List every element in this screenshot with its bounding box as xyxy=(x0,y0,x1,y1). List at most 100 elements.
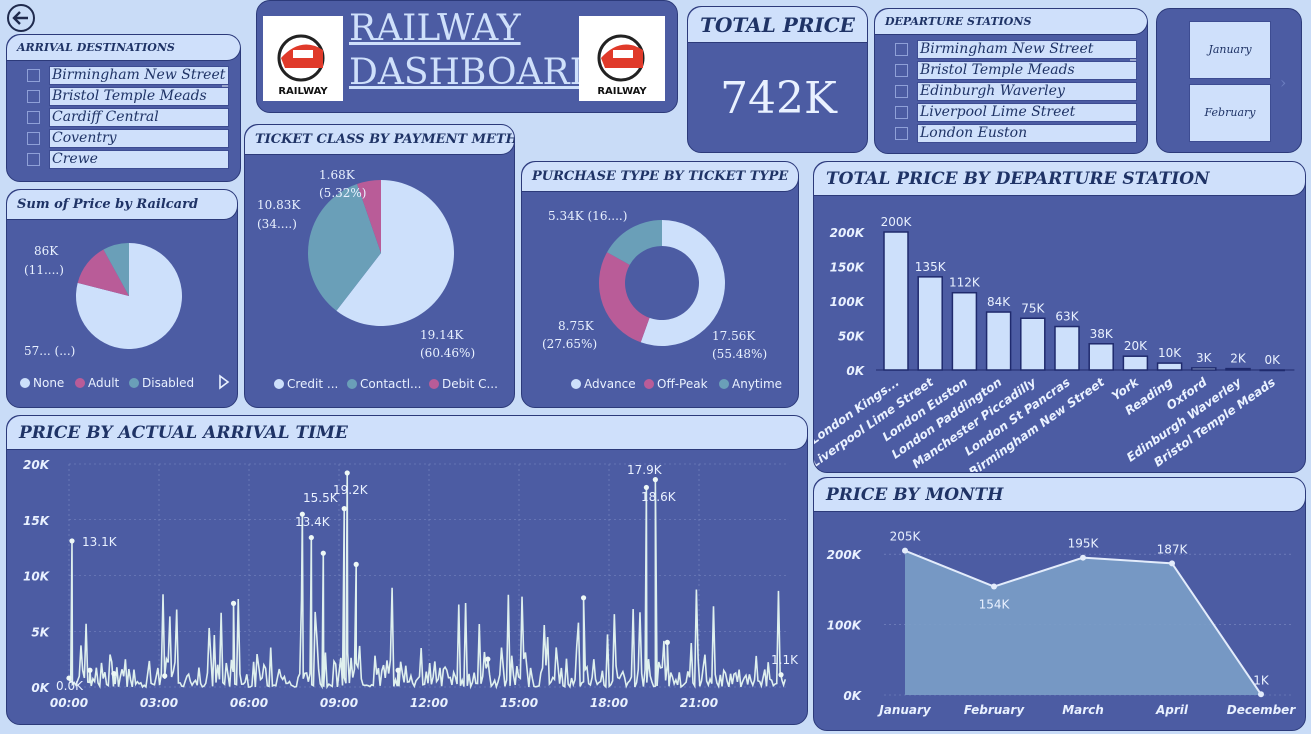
slicer-item[interactable]: Bristol Temple Meads xyxy=(49,87,229,106)
legend-marker xyxy=(719,379,729,389)
bar-data-label: 63K xyxy=(1055,310,1079,324)
total-price-card: TOTAL PRICE 742K xyxy=(687,6,868,153)
x-tick-label: 03:00 xyxy=(140,696,178,710)
bar-data-label: 135K xyxy=(915,260,947,274)
departure-stations-slicer: DEPARTURE STATIONS Birmingham New Street… xyxy=(874,8,1148,154)
legend-marker xyxy=(429,379,439,389)
price-line xyxy=(68,472,787,690)
data-point xyxy=(66,675,72,681)
checkbox[interactable] xyxy=(895,43,908,56)
y-tick-label: 5K xyxy=(31,625,50,639)
bar-data-label: 112K xyxy=(949,276,981,290)
slicer-item[interactable]: Birmingham New Street xyxy=(917,40,1137,59)
y-tick-label: 200K xyxy=(830,226,866,240)
x-category-label: April xyxy=(1155,703,1189,717)
legend-marker xyxy=(571,379,581,389)
legend-label: Debit C... xyxy=(442,377,498,391)
pie-label: (60.46%) xyxy=(420,346,475,360)
line-data-label: 17.9K xyxy=(627,463,663,477)
legend-marker xyxy=(274,379,284,389)
bar xyxy=(917,276,943,371)
legend-label: Anytime xyxy=(732,377,782,391)
data-point xyxy=(664,639,670,645)
checkbox[interactable] xyxy=(27,90,40,103)
data-point xyxy=(111,671,117,677)
data-point xyxy=(395,667,401,673)
checkbox[interactable] xyxy=(895,85,908,98)
total-price-title: TOTAL PRICE xyxy=(688,7,867,43)
pie-label: 5.34K (16....) xyxy=(548,209,627,223)
price-by-month-card: PRICE BY MONTH 200K 100K 0K 205K January 154K… xyxy=(813,477,1306,731)
arrival-time-line-card: PRICE BY ACTUAL ARRIVAL TIME 20K 15K 10K 5K… xyxy=(6,415,808,725)
area-data-label: 154K xyxy=(979,598,1011,612)
month-slicer: January February › xyxy=(1156,8,1302,153)
checkbox[interactable] xyxy=(27,111,40,124)
slicer-item[interactable]: Liverpool Lime Street xyxy=(917,103,1137,122)
slicer-item[interactable]: Birmingham New Street xyxy=(49,66,229,85)
data-point xyxy=(778,672,784,678)
ticket-class-pie-chart: 1.68K (5.32%) 10.83K (34....) 19.14K (60… xyxy=(257,168,498,391)
slicer-item[interactable]: Crewe xyxy=(49,150,229,169)
bar-data-label: 2K xyxy=(1230,352,1247,366)
area-data-label: 205K xyxy=(890,530,922,544)
pie-label: (55.48%) xyxy=(712,347,767,361)
x-tick-label: 15:00 xyxy=(500,696,538,710)
y-tick-label: 0K xyxy=(31,681,50,695)
slicer-item[interactable]: Cardiff Central xyxy=(49,108,229,127)
checkbox[interactable] xyxy=(895,106,908,119)
line-data-label: 13.4K xyxy=(295,515,331,529)
month-tile-january[interactable]: January xyxy=(1189,21,1271,79)
data-point xyxy=(1169,560,1175,567)
data-point xyxy=(344,470,350,476)
data-point xyxy=(580,595,587,601)
train-logo-icon: RAILWAY xyxy=(597,34,647,97)
back-arrow-icon[interactable] xyxy=(5,2,37,34)
legend-marker xyxy=(75,378,85,388)
data-point xyxy=(69,538,75,544)
pie-label: (11....) xyxy=(24,263,64,277)
bar xyxy=(1156,362,1183,371)
pie-label: 1.68K xyxy=(319,168,356,182)
legend-label: Adult xyxy=(88,376,120,390)
purchase-type-title: PURCHASE TYPE BY TICKET TYPE xyxy=(522,162,798,192)
y-tick-label: 10K xyxy=(23,570,51,584)
data-point xyxy=(1080,554,1086,561)
railcard-pie-card: Sum of Price by Railcard 86K (11....) 57… xyxy=(6,189,238,408)
title-line-2: DASHBOARD xyxy=(349,52,599,93)
chevron-right-icon[interactable]: › xyxy=(1280,73,1287,92)
checkbox[interactable] xyxy=(27,132,40,145)
y-tick-label: 50K xyxy=(838,330,866,344)
slicer-item[interactable]: Edinburgh Waverley xyxy=(917,82,1137,101)
y-tick-label: 100K xyxy=(827,619,863,633)
slicer-item[interactable]: London Euston xyxy=(917,124,1137,143)
checkbox[interactable] xyxy=(895,127,908,140)
data-point xyxy=(353,561,359,567)
checkbox[interactable] xyxy=(27,69,40,82)
slicer-item[interactable]: Coventry xyxy=(49,129,229,148)
y-tick-label: 150K xyxy=(830,261,866,275)
y-tick-label: 0K xyxy=(843,689,862,703)
pie-label: 17.56K xyxy=(712,329,756,343)
bar xyxy=(1088,343,1114,371)
svg-text:RAILWAY: RAILWAY xyxy=(278,86,328,97)
y-tick-label: 100K xyxy=(830,295,866,309)
price-by-month-area-chart: 200K 100K 0K 205K January 154K February 195K Mar… xyxy=(827,530,1297,717)
checkbox[interactable] xyxy=(895,64,908,77)
line-data-label: 15.5K xyxy=(303,491,339,505)
slicer-item[interactable]: Bristol Temple Meads xyxy=(917,61,1137,80)
pie-label: 10.83K xyxy=(257,198,301,212)
data-point xyxy=(652,477,658,483)
pie-label: (27.65%) xyxy=(542,337,597,351)
title-line-1: RAILWAY xyxy=(349,8,521,49)
data-point xyxy=(320,550,326,556)
x-tick-label: 00:00 xyxy=(50,696,88,710)
checkbox[interactable] xyxy=(27,153,40,166)
legend-next-icon[interactable] xyxy=(219,374,230,390)
ticket-class-title: TICKET CLASS BY PAYMENT METHOD xyxy=(245,125,514,155)
pie-slice xyxy=(607,220,662,265)
y-tick-label: 200K xyxy=(827,548,863,562)
line-data-label: 19.2K xyxy=(333,483,369,497)
month-tile-february[interactable]: February xyxy=(1189,84,1271,142)
data-point xyxy=(341,506,347,512)
